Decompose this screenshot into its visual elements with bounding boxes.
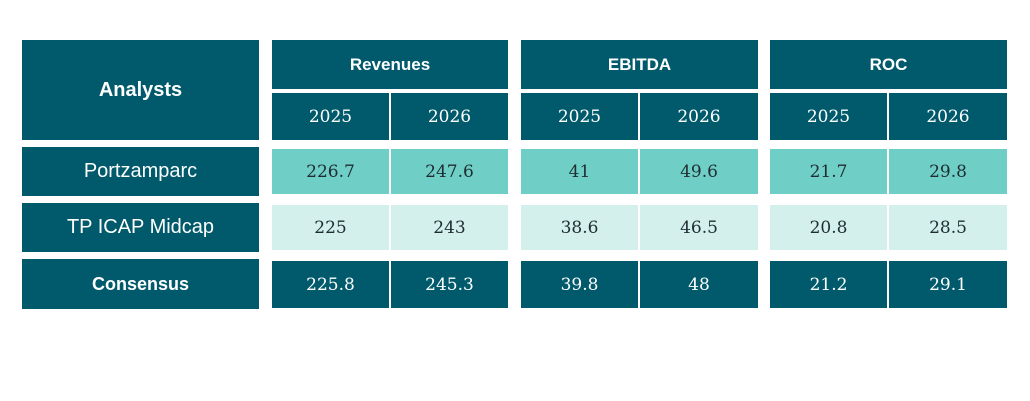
table-cell: 48 — [640, 261, 758, 308]
table-cell: 20.8 — [770, 205, 889, 250]
table-cell: 226.7 — [272, 149, 391, 194]
revenues-2026-header: 2026 — [391, 93, 508, 140]
row-label-tp-icap-midcap: TP ICAP Midcap — [22, 203, 259, 252]
table-cell: 245.3 — [391, 261, 508, 308]
table-cell: 49.6 — [640, 149, 758, 194]
table-cell: 29.8 — [889, 149, 1007, 194]
row-label-consensus: Consensus — [22, 259, 259, 309]
table-cell: 38.6 — [521, 205, 640, 250]
revenues-group-header: Revenues — [272, 40, 508, 89]
revenues-2025-header: 2025 — [272, 93, 391, 140]
roc-group-header: ROC — [770, 40, 1007, 89]
ebitda-2026-header: 2026 — [640, 93, 758, 140]
table-cell: 21.2 — [770, 261, 889, 308]
table-cell: 243 — [391, 205, 508, 250]
table-cell: 41 — [521, 149, 640, 194]
ebitda-group-header: EBITDA — [521, 40, 758, 89]
roc-2026-header: 2026 — [889, 93, 1007, 140]
table-cell: 21.7 — [770, 149, 889, 194]
table-cell: 39.8 — [521, 261, 640, 308]
table-cell: 225 — [272, 205, 391, 250]
row-label-portzamparc: Portzamparc — [22, 147, 259, 196]
table-cell: 247.6 — [391, 149, 508, 194]
table-cell: 225.8 — [272, 261, 391, 308]
ebitda-2025-header: 2025 — [521, 93, 640, 140]
table-cell: 46.5 — [640, 205, 758, 250]
table-cell: 29.1 — [889, 261, 1007, 308]
analysts-header: Analysts — [22, 40, 259, 140]
roc-2025-header: 2025 — [770, 93, 889, 140]
table-cell: 28.5 — [889, 205, 1007, 250]
